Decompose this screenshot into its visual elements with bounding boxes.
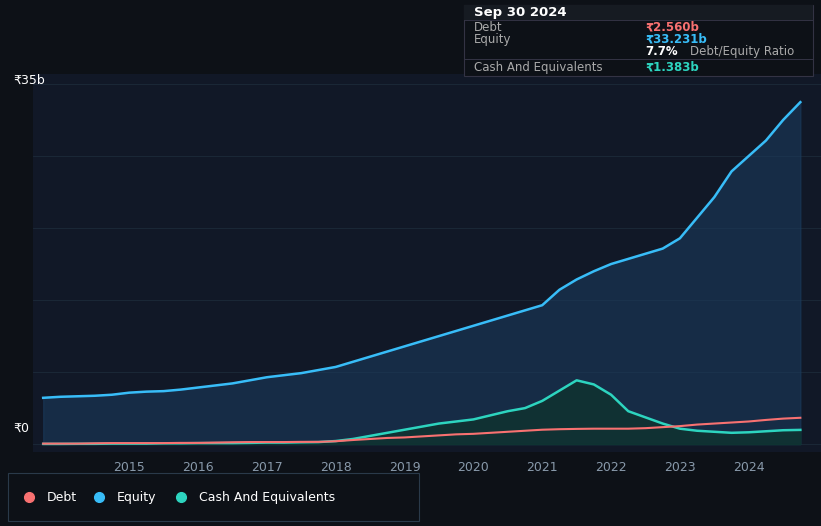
Text: Debt/Equity Ratio: Debt/Equity Ratio (690, 45, 795, 58)
Text: Sep 30 2024: Sep 30 2024 (474, 6, 566, 19)
Text: Debt: Debt (474, 21, 502, 34)
Text: ₹1.383b: ₹1.383b (645, 61, 699, 74)
Text: Equity: Equity (117, 491, 156, 503)
Text: Debt: Debt (47, 491, 77, 503)
Text: ₹33.231b: ₹33.231b (645, 33, 707, 46)
Text: ₹35b: ₹35b (13, 74, 45, 87)
Text: Equity: Equity (474, 33, 511, 46)
Text: Cash And Equivalents: Cash And Equivalents (199, 491, 335, 503)
Text: Cash And Equivalents: Cash And Equivalents (474, 61, 603, 74)
Text: ₹2.560b: ₹2.560b (645, 21, 699, 34)
Text: 7.7%: 7.7% (645, 45, 678, 58)
Text: ₹0: ₹0 (13, 422, 29, 436)
